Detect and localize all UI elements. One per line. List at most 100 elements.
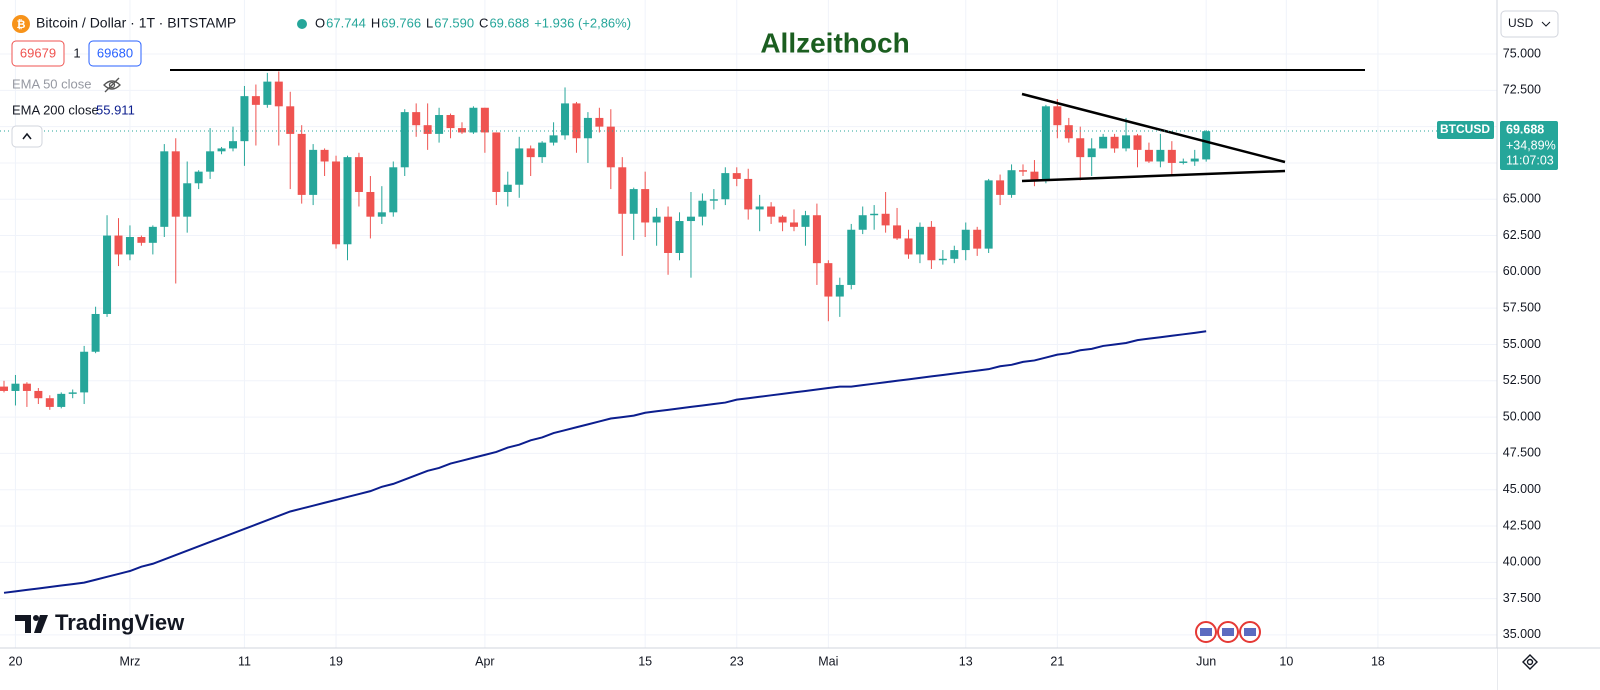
tag-countdown: 11:07:03 — [1506, 153, 1554, 167]
candle-body — [1167, 149, 1176, 163]
y-tick-label: 45.000 — [1503, 482, 1541, 496]
candle-body — [824, 263, 833, 297]
candle-body — [103, 235, 112, 314]
candle-body — [492, 132, 501, 192]
candle-body — [1099, 136, 1108, 149]
candle-body — [400, 112, 409, 168]
caret — [22, 132, 32, 140]
x-tick-label: Mai — [818, 654, 838, 668]
x-axis: 20 Mrz 11 19 Apr 15 23 Mai 13 21 Jun 10 18 — [9, 654, 1385, 668]
indicator-name[interactable]: EMA 200 close — [12, 102, 99, 117]
candle-body — [698, 200, 707, 217]
x-tick-label: Mrz — [120, 654, 141, 668]
candle-body — [217, 148, 226, 152]
ema-line — [3, 330, 1207, 594]
candle-body — [194, 171, 203, 184]
price-axis[interactable] — [1497, 0, 1600, 690]
candle-body — [595, 117, 604, 127]
candle-body — [0, 386, 9, 391]
candle-body — [767, 206, 776, 217]
candle-body — [332, 161, 341, 245]
candle-body — [309, 149, 318, 195]
buy-button[interactable] — [88, 40, 142, 67]
candle-body — [1179, 161, 1188, 163]
ohlc-label: O — [315, 15, 325, 30]
indicator-name[interactable]: EMA 50 close — [12, 76, 92, 91]
symbol[interactable]: Bitcoin / Dollar · 1T · BITSTAMP — [36, 15, 236, 31]
y-tick-label: 75.000 — [1503, 46, 1541, 60]
ask: 69680 — [97, 45, 133, 60]
change: +1.936 (+2,86%) — [534, 15, 631, 30]
indicator-value: 55.911 — [96, 102, 135, 117]
candle-body — [709, 199, 718, 201]
candle-body — [240, 96, 249, 142]
candle-body — [904, 238, 913, 255]
candle-body — [446, 115, 455, 129]
candle-body — [938, 258, 947, 261]
candle-body — [377, 212, 386, 217]
ohlc-value: 69.766 — [381, 15, 421, 30]
x-tick-label: 20 — [9, 654, 23, 668]
candle-body — [34, 390, 43, 399]
candle-body — [1156, 149, 1165, 162]
candle-body — [160, 151, 169, 227]
symbol-tag — [1437, 121, 1494, 139]
price-tag — [1500, 121, 1558, 170]
candle-body — [1076, 138, 1085, 158]
y-tick-label: 42.500 — [1503, 518, 1541, 532]
candle-body — [1087, 148, 1096, 158]
candle-body — [984, 180, 993, 249]
candle-body — [1122, 135, 1131, 149]
bid: 69679 — [20, 45, 56, 60]
candle-body — [1053, 106, 1062, 126]
candle-body — [423, 125, 432, 134]
candle-body — [996, 180, 1005, 195]
tag-price: 69.688 — [1506, 122, 1544, 136]
candle-body — [68, 392, 77, 394]
spread: 1 — [73, 45, 80, 60]
candle-body — [1110, 136, 1119, 149]
candle-body — [251, 96, 260, 105]
currency-select[interactable] — [1500, 10, 1559, 38]
logo-text: TradingView — [55, 610, 185, 635]
candle-body — [732, 173, 741, 179]
candle-body — [778, 216, 787, 223]
x-tick-label: 19 — [329, 654, 343, 668]
market-status — [297, 19, 307, 29]
sell-button[interactable] — [11, 40, 65, 67]
candle-body — [1190, 158, 1199, 162]
x-tick-label: 13 — [959, 654, 973, 668]
plot — [0, 71, 1211, 594]
candle-body — [320, 149, 329, 162]
candle-body — [641, 189, 650, 223]
candle-body — [469, 107, 478, 133]
event-icons[interactable] — [1195, 621, 1261, 643]
candle-body — [629, 189, 638, 214]
candle-body — [835, 284, 844, 297]
settings-icon[interactable] — [1522, 654, 1538, 670]
x-tick-label: 23 — [730, 654, 744, 668]
candle-body — [961, 229, 970, 251]
candle-body — [1064, 125, 1073, 139]
y-axis: 35.000 37.500 40.000 42.500 45.000 47.500 50.0… — [1503, 46, 1541, 641]
candle-body — [572, 103, 581, 139]
time-axis[interactable] — [0, 648, 1497, 690]
x-tick-label: 11 — [238, 654, 251, 668]
candle-body — [366, 191, 375, 217]
candle-body — [664, 216, 673, 253]
collapse-button[interactable] — [11, 125, 43, 148]
y-tick-label: 35.000 — [1503, 627, 1541, 641]
candle-body — [183, 183, 192, 217]
trend-line — [1021, 92, 1286, 164]
candle-body — [114, 235, 123, 255]
y-tick-label: 62.500 — [1503, 228, 1541, 242]
candle-body — [206, 151, 215, 172]
candle-body — [1144, 149, 1153, 162]
candle-body — [148, 226, 157, 243]
hidden-icon[interactable] — [103, 77, 121, 93]
candle-body — [1007, 170, 1016, 195]
y-tick-label: 40.000 — [1503, 555, 1541, 569]
candle-body — [790, 222, 799, 227]
